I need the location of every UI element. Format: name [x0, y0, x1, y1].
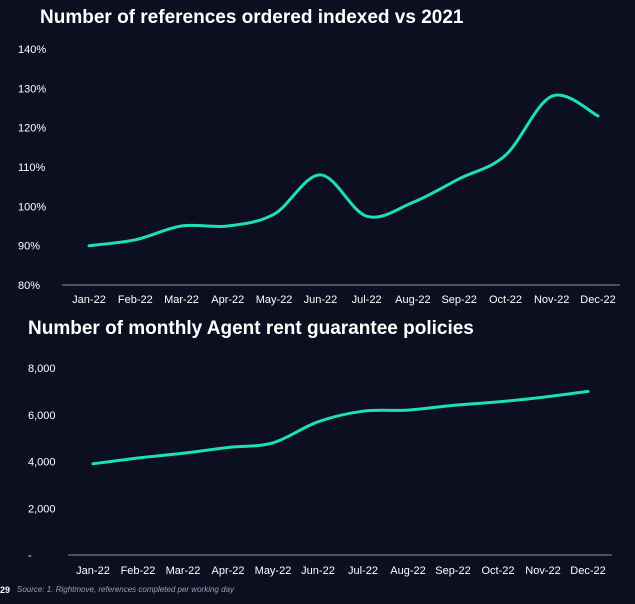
x-tick-label: Apr-22: [211, 565, 244, 577]
rent-guarantee-data-point: [272, 441, 275, 444]
x-tick-label: Aug-22: [390, 565, 425, 577]
references-data-point: [180, 225, 183, 228]
x-tick-label: Mar-22: [164, 294, 199, 306]
footer: 29 Source: 1. Rightmove, references comp…: [0, 583, 635, 601]
page-number: 29: [0, 585, 11, 595]
references-chart-plot: 80% 90% 100% 110% 120% 130% 140% Jan-22 Feb-22 Ma…: [18, 44, 620, 306]
x-tick-label: Feb-22: [118, 294, 153, 306]
x-tick-label: Mar-22: [166, 565, 201, 577]
rent-guarantee-data-point: [182, 452, 185, 455]
y-tick-label: 110%: [18, 162, 46, 174]
y-tick-label: 140%: [18, 44, 46, 56]
x-tick-label: Aug-22: [395, 294, 430, 306]
x-tick-label: Nov-22: [534, 294, 569, 306]
x-tick-label: Sep-22: [441, 294, 476, 306]
references-series-line: [87, 93, 600, 248]
y-tick-label: 90%: [18, 241, 40, 253]
chart-title: Number of monthly Agent rent guarantee p…: [28, 318, 474, 339]
y-tick-label: 120%: [18, 123, 46, 135]
rent-guarantee-data-point: [542, 396, 545, 399]
rent-guarantee-series-line: [91, 389, 590, 466]
rent-guarantee-data-point: [497, 400, 500, 403]
rent-guarantee-data-point: [137, 457, 140, 460]
references-data-point: [458, 177, 461, 180]
y-tick-label: 100%: [18, 201, 46, 213]
x-tick-label: Sep-22: [435, 565, 470, 577]
source-note: Source: 1. Rightmove, references complet…: [17, 585, 234, 594]
references-data-point: [273, 213, 276, 216]
references-data-point: [597, 114, 600, 117]
x-tick-label: Feb-22: [121, 565, 156, 577]
x-tick-label: Apr-22: [211, 294, 244, 306]
y-tick-label: 4,000: [28, 457, 56, 469]
rent-guarantee-chart-plot: - 2,000 4,000 6,000 8,000 Jan-22 Feb-22 Mar-22 A…: [28, 363, 612, 577]
x-tick-label: Nov-22: [525, 565, 560, 577]
rent-guarantee-data-point: [92, 462, 95, 465]
x-tick-label: Dec-22: [570, 565, 605, 577]
references-data-point: [550, 95, 553, 98]
rent-guarantee-data-point: [452, 404, 455, 407]
x-tick-label: Jan-22: [76, 565, 110, 577]
references-chart: Number of references ordered indexed vs …: [18, 7, 620, 306]
references-data-point: [319, 173, 322, 176]
x-tick-label: May-22: [255, 565, 292, 577]
rent-guarantee-data-point: [587, 390, 590, 393]
references-data-point: [365, 215, 368, 218]
y-tick-label: -: [28, 550, 32, 562]
x-tick-label: Dec-22: [580, 294, 615, 306]
chart-title: Number of references ordered indexed vs …: [40, 7, 464, 28]
rent-guarantee-data-point: [407, 409, 410, 412]
x-tick-label: Jul-22: [352, 294, 382, 306]
rent-guarantee-data-point: [317, 420, 320, 423]
references-data-point: [88, 244, 91, 247]
x-tick-label: Oct-22: [481, 565, 514, 577]
x-tick-label: May-22: [256, 294, 293, 306]
y-tick-label: 6,000: [28, 410, 56, 422]
x-tick-label: Jan-22: [72, 294, 106, 306]
references-data-point: [226, 225, 229, 228]
y-tick-label: 80%: [18, 280, 40, 292]
x-tick-label: Jul-22: [348, 565, 378, 577]
rent-guarantee-data-point: [227, 446, 230, 449]
references-data-point: [134, 238, 137, 241]
references-data-point: [411, 201, 414, 204]
x-tick-label: Jun-22: [301, 565, 335, 577]
references-data-point: [504, 154, 507, 157]
rent-guarantee-data-point: [362, 410, 365, 413]
y-tick-label: 2,000: [28, 503, 56, 515]
y-tick-label: 8,000: [28, 363, 56, 375]
x-tick-label: Oct-22: [489, 294, 522, 306]
rent-guarantee-chart: Number of monthly Agent rent guarantee p…: [0, 312, 635, 584]
y-tick-label: 130%: [18, 83, 46, 95]
x-tick-label: Jun-22: [304, 294, 338, 306]
